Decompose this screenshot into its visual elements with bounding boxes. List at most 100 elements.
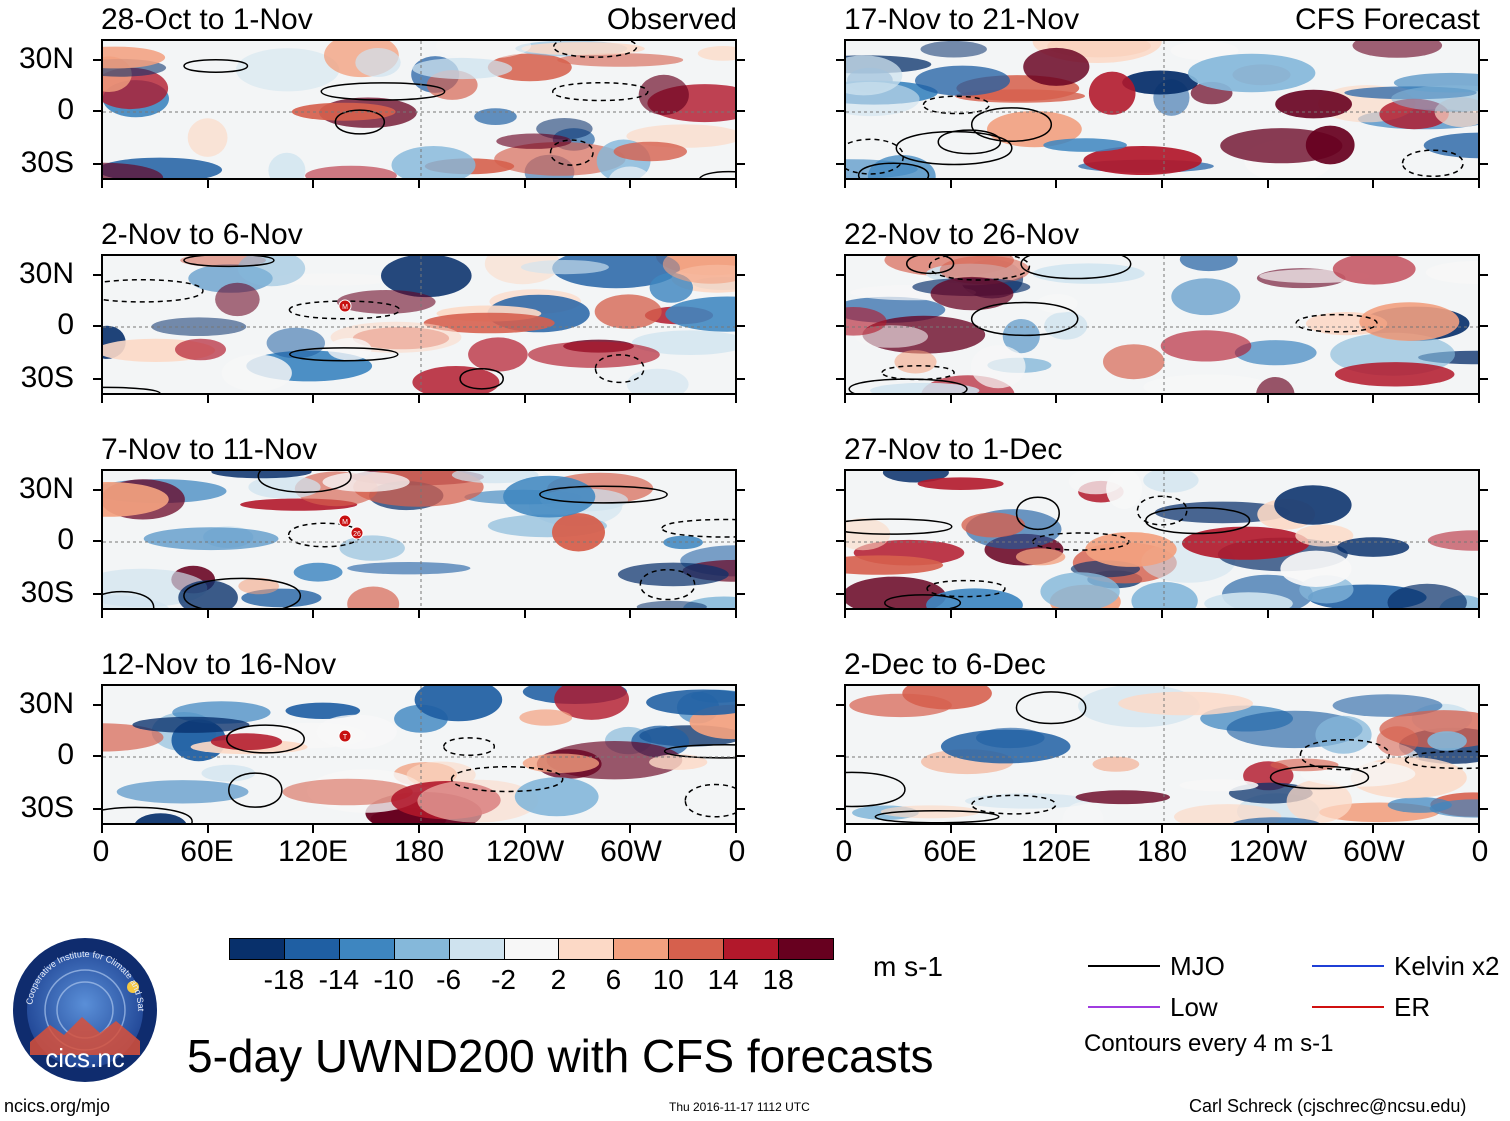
lon-tick-label: 120W: [1228, 835, 1308, 868]
anomaly-patch: [1118, 691, 1253, 716]
anomaly-patch: [1170, 41, 1239, 61]
anomaly-patch: [662, 256, 735, 284]
colorbar-swatch: [613, 938, 670, 960]
anomaly-patch: [347, 586, 400, 608]
lon-tick: [1161, 610, 1163, 618]
lat-tick: [737, 489, 745, 491]
lon-tick: [949, 610, 952, 618]
mjo-contour: [848, 378, 968, 393]
legend-label: Kelvin x2: [1394, 951, 1500, 981]
lat-tick: [1480, 755, 1488, 757]
lat-tick: [836, 489, 844, 491]
mjo-contour: [906, 256, 955, 274]
anomaly-patch: [1015, 548, 1066, 566]
lon-tick-label: 60E: [923, 835, 977, 868]
lat-tick: [93, 489, 101, 491]
cics-logo: Cooperative Institute for Climate and Sa…: [9, 929, 158, 1083]
storm-marker: M: [338, 299, 352, 313]
lon-tick: [949, 395, 952, 403]
lat-tick-label: 0: [57, 93, 74, 126]
lon-tick: [1055, 180, 1058, 188]
lat-tick: [93, 540, 101, 542]
mjo-contour: [970, 301, 1079, 336]
lon-tick: [1478, 395, 1480, 403]
anomaly-patch: [609, 166, 651, 178]
svg-text:T: T: [343, 734, 348, 741]
lon-tick: [735, 610, 737, 618]
lon-tick: [312, 180, 315, 188]
footer-website[interactable]: ncics.org/mjo: [4, 1096, 111, 1116]
anomaly-patch: [175, 338, 226, 361]
anomaly-field: M 26: [103, 471, 735, 608]
lat-tick: [836, 163, 844, 165]
anomaly-patch: [846, 576, 946, 608]
lon-tick: [949, 825, 952, 833]
lon-tick-label: 0: [835, 835, 853, 868]
legend-line-low: [1088, 1006, 1160, 1008]
anomaly-patch: [894, 350, 937, 374]
anomaly-patch: [215, 282, 260, 317]
anomaly-patch: [1286, 779, 1352, 823]
lat-tick: [737, 274, 745, 276]
contour-note: Contours every 4 m s-1: [1084, 1030, 1334, 1057]
mjo-contour: [1404, 750, 1478, 770]
anomaly-patch: [355, 48, 401, 77]
anomaly-patch: [1154, 501, 1291, 524]
mjo-contour: [895, 130, 1013, 166]
anomaly-patch: [697, 46, 735, 61]
anomaly-patch: [487, 53, 572, 82]
mjo-contour: [257, 471, 352, 493]
mjo-contour: [1295, 313, 1378, 333]
anomaly-patch: [1106, 471, 1143, 509]
anomaly-patch: [552, 513, 605, 552]
lon-tick-label: 60W: [600, 835, 662, 868]
anomaly-patch: [649, 754, 708, 770]
anomaly-patch: [103, 482, 169, 517]
lat-tick: [836, 325, 844, 327]
anomaly-patch: [631, 330, 735, 355]
mjo-contour: [1269, 765, 1370, 790]
lat-tick-label: 30N: [18, 687, 74, 720]
lon-tick: [735, 395, 737, 403]
anomaly-patch: [1387, 583, 1467, 608]
lat-tick: [93, 378, 101, 380]
anomaly-patch: [414, 686, 503, 722]
colorbar-tick-label: 10: [652, 964, 684, 995]
anomaly-patch: [1423, 132, 1478, 159]
storm-marker: M: [338, 514, 352, 528]
anomaly-patch: [1062, 801, 1104, 823]
mjo-contour: [857, 162, 930, 178]
map-panel: T: [101, 684, 737, 825]
anomaly-patch: [1160, 330, 1252, 362]
lon-tick: [1161, 180, 1163, 188]
logo-graphic: Cooperative Institute for Climate and Sa…: [9, 929, 157, 1082]
anomaly-patch: [987, 111, 1082, 148]
lon-tick-label: 180: [393, 835, 445, 868]
anomaly-field: [846, 471, 1478, 608]
mjo-contour: [450, 766, 564, 793]
lat-tick-label: 30N: [18, 472, 74, 505]
lat-tick: [737, 325, 745, 327]
anomaly-patch: [846, 307, 887, 336]
lon-tick: [523, 825, 526, 833]
lat-tick: [836, 110, 844, 112]
svg-text:M: M: [342, 304, 348, 311]
lat-tick-label: 30S: [20, 791, 74, 824]
map-panel: [844, 39, 1480, 180]
mjo-contour: [289, 347, 399, 362]
mjo-contour: [553, 41, 638, 58]
lat-tick: [1480, 163, 1488, 165]
anomaly-patch: [1376, 726, 1419, 756]
lon-tick-label: 120E: [277, 835, 349, 868]
mjo-contour: [183, 59, 249, 73]
mjo-contour: [103, 279, 204, 303]
lon-tick: [1161, 825, 1163, 833]
lon-tick: [1266, 180, 1269, 188]
lat-tick: [1480, 489, 1488, 491]
lat-tick: [737, 808, 745, 810]
anomaly-patch: [638, 74, 689, 115]
anomaly-patch: [521, 42, 645, 56]
lat-tick: [737, 378, 745, 380]
mjo-contour: [226, 724, 305, 754]
colorbar-tick-label: -6: [436, 964, 462, 995]
